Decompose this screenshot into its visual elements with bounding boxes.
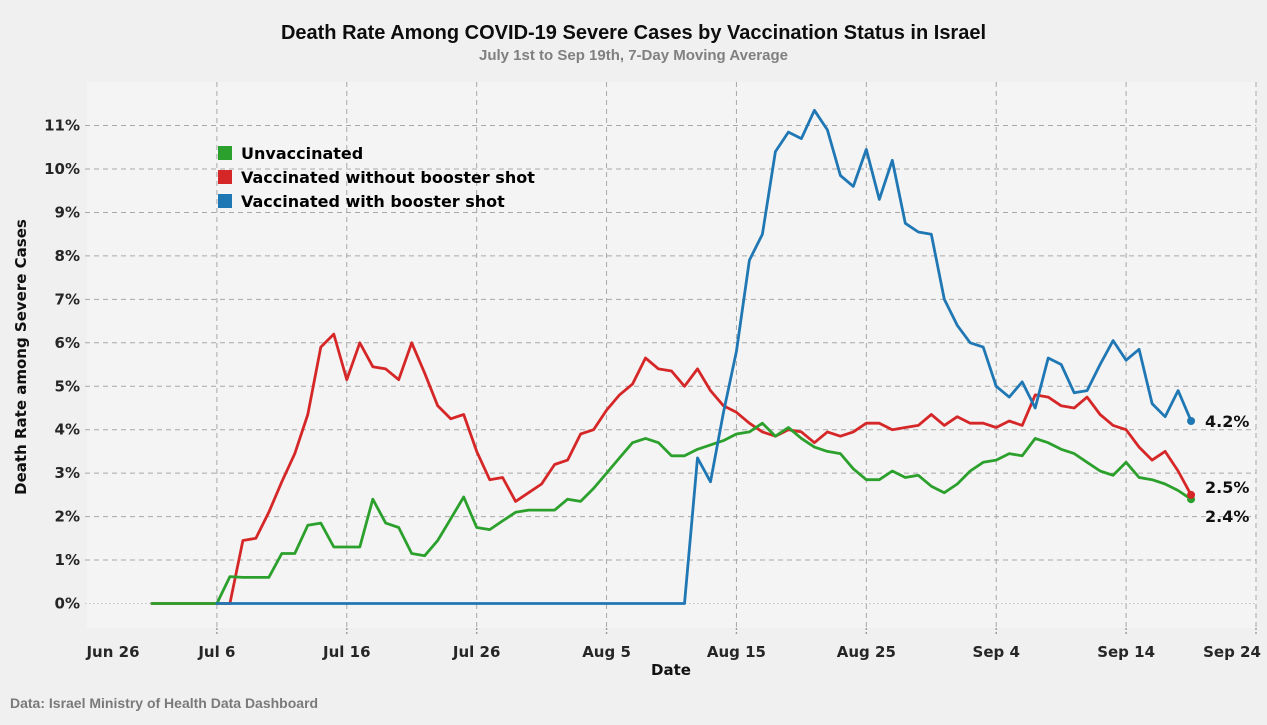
x-tick-label: Jul 6	[197, 643, 235, 661]
series-line-vaccinated-with-booster-shot	[215, 108, 1193, 605]
x-tick-label: Sep 4	[973, 643, 1020, 661]
legend-item: Vaccinated with booster shot	[218, 189, 535, 213]
y-axis-label: Death Rate among Severe Cases	[12, 219, 30, 495]
plot-area	[87, 82, 1256, 628]
series-line-unvaccinated	[150, 421, 1193, 605]
data-source-note: Data: Israel Ministry of Health Data Das…	[10, 695, 319, 711]
series-line-vaccinated-without-booster-shot	[150, 332, 1193, 605]
chart-subtitle: July 1st to Sep 19th, 7-Day Moving Avera…	[479, 47, 788, 64]
x-axis-label: Date	[651, 661, 691, 679]
legend-label: Vaccinated without booster shot	[241, 167, 535, 187]
legend-item: Unvaccinated	[218, 141, 535, 165]
x-tick-label: Sep 14	[1097, 643, 1155, 661]
x-tick-label: Aug 25	[837, 643, 896, 661]
x-tick-label: Jul 26	[452, 643, 501, 661]
x-tick-label: Aug 15	[707, 643, 766, 661]
series-end-dot-vaccinated-with-booster-shot	[1187, 417, 1196, 426]
y-tick-label: 7%	[55, 290, 80, 308]
y-tick-label: 10%	[44, 160, 80, 178]
chart-legend: Unvaccinated Vaccinated without booster s…	[218, 141, 535, 213]
series-end-dot-vaccinated-without-booster-shot	[1187, 490, 1196, 499]
x-tick-label: Jun 26	[85, 643, 139, 661]
legend-swatch-icon	[218, 146, 232, 160]
end-value-label-vaccinated-with-booster-shot: 4.2%	[1205, 412, 1249, 431]
y-tick-label: 6%	[55, 334, 80, 352]
y-tick-label: 5%	[55, 377, 80, 395]
legend-swatch-icon	[218, 194, 232, 208]
chart-title: Death Rate Among COVID-19 Severe Cases b…	[280, 22, 987, 44]
y-tick-label: 0%	[55, 595, 80, 613]
legend-label: Unvaccinated	[241, 143, 364, 163]
y-tick-label: 11%	[44, 117, 80, 135]
legend-item: Vaccinated without booster shot	[218, 165, 535, 189]
y-tick-label: 4%	[55, 421, 80, 439]
end-value-label-unvaccinated: 2.4%	[1205, 507, 1249, 526]
y-tick-label: 2%	[55, 508, 80, 526]
y-tick-label: 8%	[55, 247, 80, 265]
legend-swatch-icon	[218, 170, 232, 184]
y-tick-label: 1%	[55, 551, 80, 569]
legend-label: Vaccinated with booster shot	[241, 191, 505, 211]
y-tick-label: 9%	[55, 203, 80, 221]
end-value-label-vaccinated-without-booster-shot: 2.5%	[1205, 478, 1249, 497]
x-tick-label: Sep 24	[1203, 643, 1261, 661]
y-tick-label: 3%	[55, 464, 80, 482]
x-tick-label: Jul 16	[322, 643, 371, 661]
x-tick-label: Aug 5	[582, 643, 631, 661]
